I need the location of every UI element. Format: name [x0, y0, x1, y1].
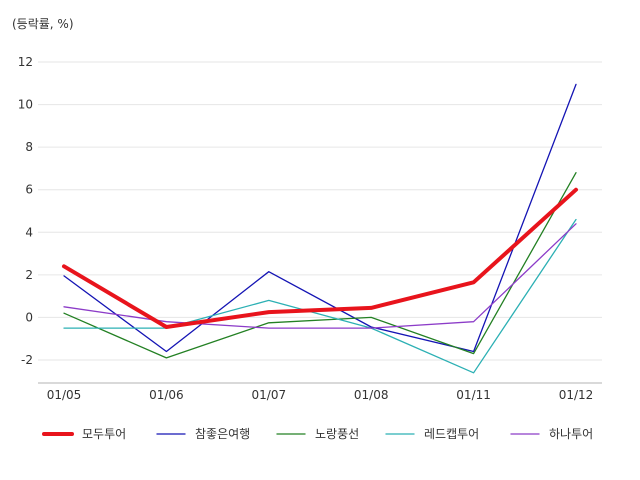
gridlines — [38, 61, 602, 361]
series-line-4 — [63, 218, 577, 374]
x-tick-label: 01/07 — [252, 388, 287, 402]
legend-item: 노랑풍선 — [276, 427, 359, 441]
legend-label: 모두투어 — [82, 427, 126, 441]
unit-label: (등락률, %) — [12, 17, 74, 31]
series-line-3 — [63, 172, 577, 359]
y-tick-label: 2 — [25, 268, 33, 282]
x-tick-label: 01/08 — [354, 388, 389, 402]
series-line-2 — [63, 83, 577, 353]
y-tick-label: 6 — [25, 183, 33, 197]
x-axis: 01/05 01/06 01/07 01/08 01/11 01/12 — [38, 382, 602, 402]
y-tick-label: -2 — [21, 353, 33, 367]
x-tick-label: 01/06 — [149, 388, 184, 402]
y-tick-label: 8 — [25, 140, 33, 154]
legend-label: 노랑풍선 — [315, 427, 359, 441]
legend-label: 하나투어 — [549, 427, 593, 441]
y-axis: -2 0 2 4 6 8 10 12 — [18, 55, 33, 367]
x-tick-label: 01/11 — [456, 388, 491, 402]
y-tick-label: 10 — [18, 98, 33, 112]
y-tick-label: 4 — [25, 225, 33, 239]
legend: 모두투어 참좋은여행 노랑풍선 레드캡투어 하나투어 — [42, 426, 593, 441]
legend-label: 참좋은여행 — [195, 426, 250, 441]
legend-item: 참좋은여행 — [156, 426, 250, 441]
series-line-1 — [62, 187, 578, 329]
legend-label: 레드캡투어 — [424, 427, 479, 441]
x-tick-label: 01/05 — [47, 388, 82, 402]
y-tick-label: 0 — [25, 310, 33, 324]
series-lines — [62, 83, 578, 374]
y-tick-label: 12 — [18, 55, 33, 69]
x-tick-label: 01/12 — [559, 388, 594, 402]
legend-item: 레드캡투어 — [385, 427, 479, 441]
legend-item: 하나투어 — [510, 427, 593, 441]
series-line-5 — [63, 223, 577, 329]
legend-item: 모두투어 — [42, 427, 126, 441]
